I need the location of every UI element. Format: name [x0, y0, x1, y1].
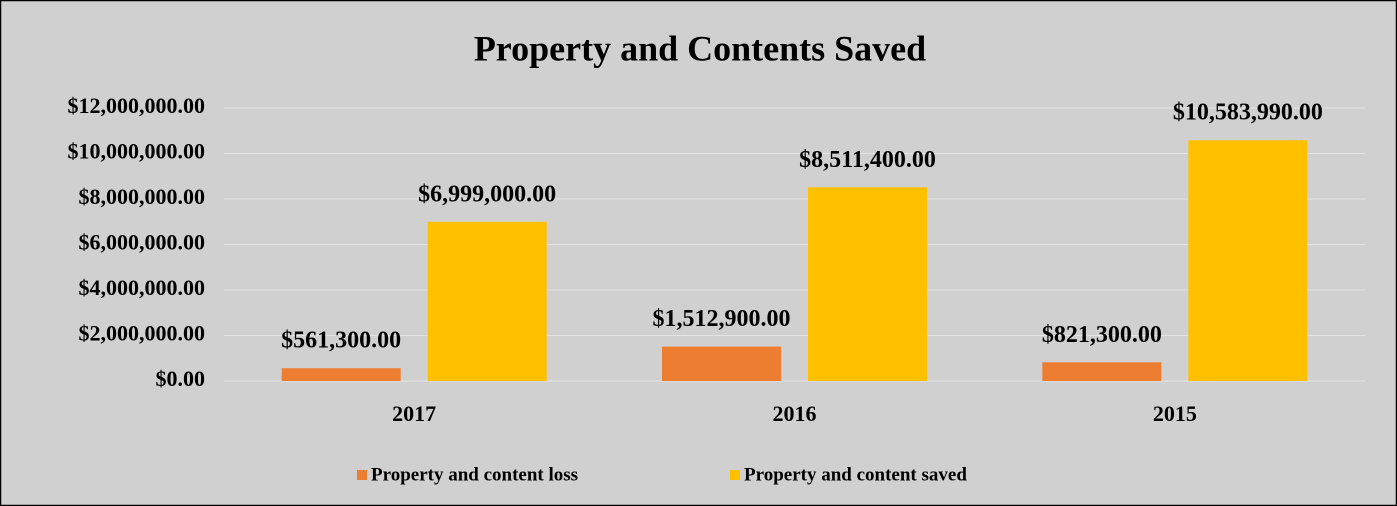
y-tick-label: $8,000,000.00 — [79, 184, 206, 209]
bar — [427, 221, 547, 381]
x-tick-label: 2017 — [392, 401, 436, 426]
data-label: $821,300.00 — [1042, 322, 1162, 348]
legend-label: Property and content loss — [371, 464, 578, 485]
data-label: $6,999,000.00 — [418, 181, 556, 207]
y-tick-label: $12,000,000.00 — [68, 93, 206, 118]
legend-label: Property and content saved — [744, 464, 967, 485]
bar — [662, 346, 781, 381]
bar — [1188, 140, 1308, 381]
data-label: $1,512,900.00 — [653, 306, 791, 332]
y-tick-label: $2,000,000.00 — [79, 321, 206, 346]
y-tick-label: $4,000,000.00 — [79, 275, 206, 300]
chart-title: Property and Contents Saved — [474, 28, 926, 68]
y-tick-label: $6,000,000.00 — [79, 230, 206, 255]
data-label: $561,300.00 — [281, 328, 401, 354]
bar — [281, 368, 401, 381]
y-tick-label: $0.00 — [156, 366, 206, 391]
legend-swatch — [357, 470, 367, 480]
data-label: $8,511,400.00 — [799, 147, 936, 173]
y-tick-label: $10,000,000.00 — [68, 139, 206, 164]
data-label: $10,583,990.00 — [1173, 100, 1323, 126]
legend-swatch — [730, 470, 740, 480]
bar — [1042, 362, 1162, 381]
x-tick-label: 2015 — [1153, 401, 1197, 426]
x-tick-label: 2016 — [773, 401, 817, 426]
bar — [808, 187, 927, 381]
